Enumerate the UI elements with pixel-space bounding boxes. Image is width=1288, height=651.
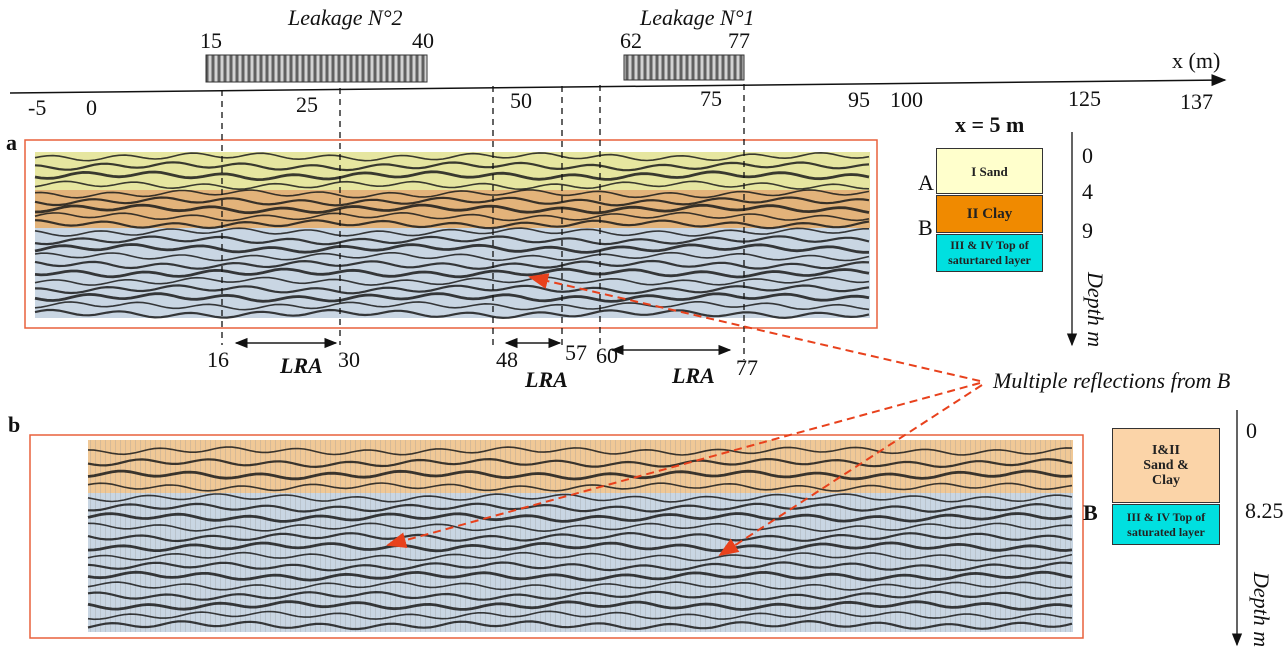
dashed-lines bbox=[221, 84, 745, 360]
trace bbox=[87, 551, 1073, 562]
axis-tick-label: 75 bbox=[700, 86, 722, 111]
depth-label: Depth m bbox=[1083, 271, 1108, 347]
panel-label: b bbox=[8, 412, 20, 437]
trace bbox=[87, 531, 1073, 543]
lra-label: LRA bbox=[524, 367, 568, 392]
lra-start: 16 bbox=[207, 347, 229, 372]
trace bbox=[34, 308, 870, 320]
depth: 0 bbox=[1082, 143, 1093, 168]
depth: 9 bbox=[1082, 218, 1093, 243]
layer-box: II Clay bbox=[936, 195, 1043, 233]
trace bbox=[87, 457, 1073, 469]
trace bbox=[34, 151, 870, 162]
trace bbox=[87, 610, 1073, 621]
trace bbox=[34, 211, 870, 222]
lra-arrows bbox=[234, 337, 732, 356]
trace bbox=[87, 541, 1073, 553]
layer-box: I&II Sand & Clay bbox=[1112, 428, 1220, 503]
trace bbox=[34, 196, 870, 207]
axis-tick-label: 100 bbox=[890, 87, 923, 112]
leakage-end: 40 bbox=[412, 28, 434, 53]
trace bbox=[87, 570, 1073, 582]
trace bbox=[34, 251, 870, 262]
trace bbox=[87, 581, 1073, 591]
legend-title: x = 5 m bbox=[955, 112, 1024, 137]
leakage-start: 15 bbox=[200, 28, 222, 53]
trace bbox=[34, 161, 870, 172]
leakage-end: 77 bbox=[728, 28, 750, 53]
lra-label: LRA bbox=[671, 363, 715, 388]
x-axis bbox=[9, 74, 1227, 94]
lra-label: LRA bbox=[279, 353, 323, 378]
depth: 8.25 bbox=[1245, 498, 1284, 523]
trace bbox=[34, 219, 870, 230]
lra-end: 30 bbox=[338, 347, 360, 372]
trace bbox=[34, 276, 870, 286]
annotation: Multiple reflections from B bbox=[992, 368, 1230, 393]
trace bbox=[34, 170, 870, 182]
leakage-box bbox=[623, 54, 745, 81]
axis-label: x (m) bbox=[1172, 48, 1220, 73]
axis-tick-label: 25 bbox=[296, 92, 318, 117]
trace bbox=[87, 619, 1073, 631]
layer-box: III & IV Top of saturated layer bbox=[1112, 504, 1220, 545]
trace bbox=[34, 180, 870, 191]
trace bbox=[34, 203, 870, 215]
saturated-layer bbox=[35, 228, 870, 318]
axis-ticks: -5 0 25 50 75 95 100 125 137 bbox=[28, 86, 1213, 120]
trace bbox=[34, 243, 869, 254]
trace bbox=[34, 189, 870, 199]
trace bbox=[87, 493, 1073, 503]
trace bbox=[87, 600, 1073, 611]
layer-box: III & IV Top of saturtared layer bbox=[936, 234, 1043, 272]
axis-tick-label: 125 bbox=[1068, 86, 1101, 111]
trace bbox=[34, 227, 869, 237]
trace bbox=[34, 292, 870, 303]
depth: 0 bbox=[1246, 418, 1257, 443]
seismic-traces bbox=[87, 446, 1073, 631]
trace bbox=[87, 522, 1073, 533]
boundary: A bbox=[918, 170, 934, 195]
panel-label: a bbox=[6, 130, 17, 155]
seismic-traces bbox=[34, 151, 870, 320]
trace bbox=[87, 561, 1073, 572]
axis-tick-label: 137 bbox=[1180, 89, 1213, 114]
depth-label: Depth m bbox=[1249, 571, 1274, 647]
annotation-arrows bbox=[386, 273, 983, 557]
trace bbox=[34, 259, 870, 270]
depth: 4 bbox=[1082, 179, 1093, 204]
lra-start: 48 bbox=[496, 347, 518, 372]
axis-tick-label: 95 bbox=[848, 87, 870, 112]
axis-tick-label: 50 bbox=[510, 88, 532, 113]
axis-tick-label: 0 bbox=[86, 95, 97, 120]
lra-start: 60 bbox=[596, 343, 618, 368]
trace bbox=[87, 482, 1073, 492]
trace bbox=[87, 590, 1073, 601]
trace bbox=[87, 469, 1073, 481]
trace bbox=[34, 301, 870, 311]
leakage-label: Leakage N°1 bbox=[639, 5, 755, 30]
trace bbox=[34, 267, 870, 279]
leakage-box bbox=[205, 54, 428, 83]
lra-end: 77 bbox=[736, 355, 758, 380]
trace bbox=[87, 502, 1073, 513]
lra-end: 57 bbox=[565, 340, 587, 365]
axis-tick-label: -5 bbox=[28, 95, 46, 120]
trace bbox=[34, 235, 870, 246]
leakage-start: 62 bbox=[620, 28, 642, 53]
boundary: B bbox=[918, 215, 933, 240]
boundary: B bbox=[1083, 500, 1098, 525]
trace bbox=[87, 446, 1073, 456]
leakage-label: Leakage N°2 bbox=[287, 5, 403, 30]
trace bbox=[34, 284, 870, 295]
layer-box: I Sand bbox=[936, 148, 1043, 194]
trace bbox=[87, 512, 1073, 523]
